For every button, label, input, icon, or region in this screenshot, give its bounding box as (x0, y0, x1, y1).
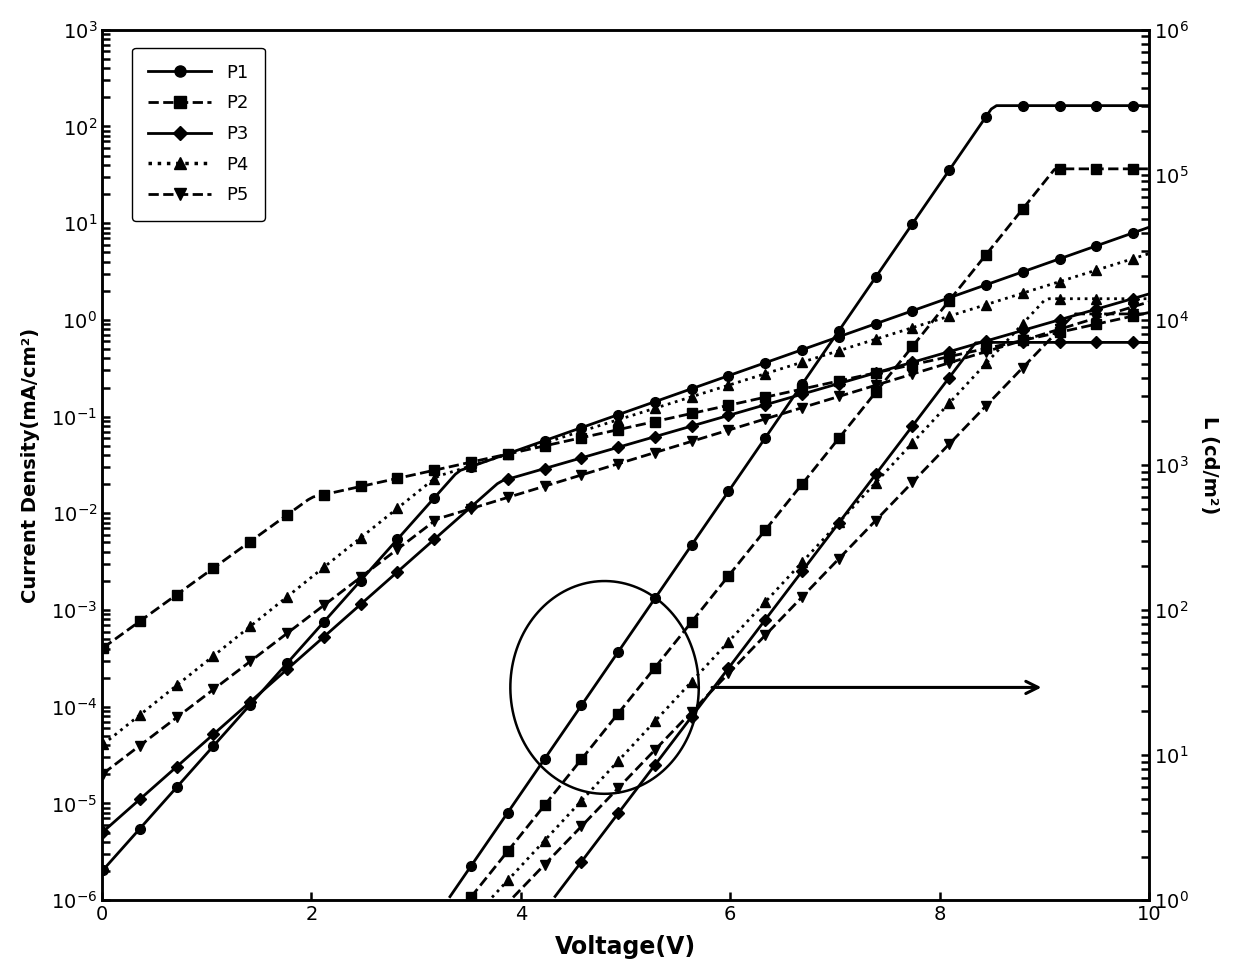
Y-axis label: Current Density(mA/cm²): Current Density(mA/cm²) (21, 327, 40, 603)
Legend: P1, P2, P3, P4, P5: P1, P2, P3, P4, P5 (131, 47, 264, 220)
X-axis label: Voltage(V): Voltage(V) (556, 935, 696, 959)
Y-axis label: L (cd/m²): L (cd/m²) (1200, 416, 1219, 514)
